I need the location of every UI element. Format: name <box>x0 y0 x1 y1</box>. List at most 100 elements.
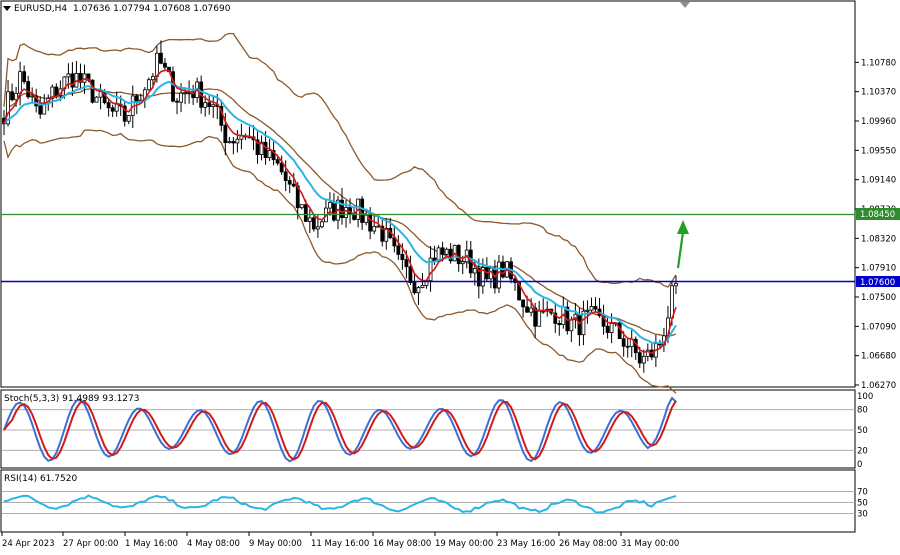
candle-body <box>380 225 385 242</box>
candle-body <box>440 247 445 255</box>
candle-body <box>150 76 155 81</box>
price-tick-label: 1.07910 <box>861 264 896 274</box>
candle-body <box>311 217 316 230</box>
candle-body <box>472 268 477 274</box>
symbol-title: EURUSD,H4 <box>14 4 67 14</box>
bollinger-bands <box>3 32 677 394</box>
bollinger-upper <box>3 32 677 288</box>
price-tick-label: 1.10780 <box>861 58 896 68</box>
time-tick-label: 19 May 00:00 <box>435 539 493 549</box>
candle-body <box>155 52 159 77</box>
candle-body <box>22 71 27 82</box>
candle-body <box>70 73 75 88</box>
ohlc-values: 1.07636 1.07794 1.07608 1.07690 <box>73 4 231 14</box>
candle-body <box>372 225 377 232</box>
candle-body <box>126 115 131 122</box>
time-tick-label: 31 May 00:00 <box>621 539 679 549</box>
candle-body <box>223 124 228 144</box>
candle-body <box>670 285 674 319</box>
candle-body <box>460 261 465 265</box>
candle-body <box>110 107 115 112</box>
candle-body <box>267 150 272 158</box>
resistance-price-label: 1.08450 <box>860 210 895 220</box>
candle-body <box>368 214 373 232</box>
candle-body <box>456 244 461 265</box>
time-tick-label: 1 May 16:00 <box>125 539 178 549</box>
candle-body <box>344 207 348 219</box>
time-tick-label: 24 Apr 2023 <box>2 539 55 549</box>
candle-body <box>90 79 95 103</box>
time-tick-label: 26 May 08:00 <box>559 539 617 549</box>
price-tick-label: 1.09960 <box>861 117 896 127</box>
price-tick-label: 1.07500 <box>861 293 896 303</box>
stochastic-pane-frame <box>0 389 856 469</box>
candle-body <box>569 319 574 332</box>
candle-body <box>589 306 594 311</box>
candle-body <box>66 73 71 78</box>
candle-body <box>307 217 312 222</box>
candle-body <box>529 307 534 313</box>
candles <box>2 40 678 373</box>
support-price-label: 1.07600 <box>860 278 895 288</box>
candle-body <box>400 253 405 260</box>
candle-body <box>255 139 260 156</box>
candle-body <box>319 221 324 228</box>
candle-body <box>34 95 39 107</box>
candle-body <box>38 105 43 115</box>
price-tick-label: 1.06270 <box>861 381 896 391</box>
candle-body <box>625 345 630 348</box>
price-tick-label: 1.06680 <box>861 352 896 362</box>
stochastic-axis: 100 80 50 20 0 <box>857 392 873 470</box>
rsi-tick-label: 30 <box>857 510 868 520</box>
candle-body <box>674 283 678 287</box>
stochastic-signal-line <box>3 400 677 461</box>
stochastic-tick-label: 20 <box>857 446 868 456</box>
rsi-tick-label: 50 <box>857 499 868 509</box>
candle-body <box>271 150 276 161</box>
candle-body <box>279 162 284 173</box>
candle-body <box>641 355 646 364</box>
candle-body <box>30 95 35 98</box>
support-price-tag <box>856 276 900 287</box>
candle-body <box>10 91 14 101</box>
candle-body <box>553 312 558 324</box>
rsi-path <box>3 494 677 514</box>
candle-body <box>420 284 425 289</box>
candle-body <box>179 92 183 103</box>
rsi-levels <box>2 491 855 514</box>
candle-body <box>404 259 409 268</box>
time-tick-label: 27 Apr 00:00 <box>63 539 118 549</box>
price-tick-label: 1.08320 <box>861 234 896 244</box>
candle-body <box>163 62 167 68</box>
candle-body <box>175 100 179 103</box>
candle-body <box>227 141 232 144</box>
time-tick-label: 4 May 08:00 <box>187 539 240 549</box>
time-axis: 24 Apr 2023 27 Apr 00:00 1 May 16:00 4 May … <box>1 532 679 549</box>
stochastic-tick-label: 0 <box>857 460 862 470</box>
candle-body <box>26 81 31 98</box>
rsi-label: RSI(14) 61.7520 <box>4 474 77 484</box>
candle-body <box>203 102 208 108</box>
autoscroll-marker-icon[interactable] <box>680 2 690 8</box>
candle-body <box>171 71 175 102</box>
candle-body <box>585 309 590 312</box>
bollinger-middle <box>3 88 677 338</box>
candle-body <box>291 183 296 187</box>
candle-body <box>287 180 292 185</box>
candle-body <box>360 198 365 223</box>
candle-body <box>521 299 525 308</box>
candle-body <box>428 257 433 282</box>
price-tick-label: 1.09140 <box>861 176 896 186</box>
rsi-line <box>3 494 677 514</box>
candle-body <box>525 306 530 313</box>
candle-body <box>211 104 216 107</box>
candle-body <box>14 92 18 101</box>
time-tick-label: 9 May 00:00 <box>249 539 302 549</box>
candle-body <box>408 266 413 283</box>
symbol-dropdown-icon[interactable] <box>3 6 11 11</box>
candle-body <box>303 204 308 222</box>
candle-body <box>609 323 614 333</box>
candle-body <box>106 102 111 109</box>
